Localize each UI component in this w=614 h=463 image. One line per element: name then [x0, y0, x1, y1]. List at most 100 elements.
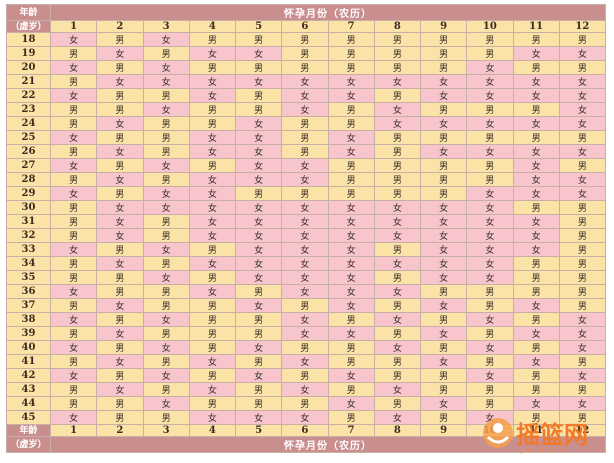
gender-cell: 女: [281, 88, 329, 103]
gender-cell: 女: [466, 368, 514, 383]
gender-cell: 男: [142, 88, 190, 103]
gender-cell: 女: [188, 172, 237, 187]
table-row: 21 男女女女女女女女女女女女: [6, 74, 607, 89]
gender-cell: 男: [558, 200, 607, 215]
gender-cell: 女: [234, 158, 283, 173]
age-header-sublabel: （虚岁）: [10, 21, 47, 32]
age-cell: 39: [6, 326, 51, 341]
gender-cell: 男: [281, 46, 329, 61]
gender-cell: 女: [419, 74, 468, 89]
table-row: 31 男女男女女女女女女女女男: [6, 214, 607, 229]
gender-cell: 女: [512, 214, 560, 229]
gender-cell: 女: [419, 116, 468, 131]
table-row: 34 男女男女女女女女女女男男: [6, 256, 607, 271]
gender-cell: 男: [327, 60, 375, 75]
gender-cell: 女: [49, 60, 98, 75]
gender-cell: 女: [49, 340, 98, 355]
gender-cell: 男: [512, 102, 560, 117]
gender-cell: 女: [188, 256, 237, 271]
gender-cell: 男: [234, 284, 283, 299]
age-header-label: 年龄: [19, 7, 38, 18]
footer-month-1: 1: [49, 424, 98, 437]
gender-cell: 女: [96, 298, 144, 313]
table-row: 38 女男女男男女男女男女男女: [6, 312, 607, 327]
gender-cell: 男: [466, 382, 514, 397]
gender-cell: 女: [558, 116, 607, 131]
gender-cell: 女: [373, 256, 422, 271]
gender-cell: 男: [373, 396, 422, 411]
gender-cell: 女: [512, 186, 560, 201]
age-header-cell: 年龄: [6, 4, 51, 21]
gender-cell: 女: [234, 256, 283, 271]
table-row: 36 女男男女男女女女男男男男: [6, 284, 607, 299]
gender-cell: 女: [558, 102, 607, 117]
gender-cell: 女: [419, 354, 468, 369]
month-header-6: 6: [281, 20, 329, 33]
gender-cell: 男: [188, 368, 237, 383]
footer-month-3: 3: [142, 424, 190, 437]
gender-cell: 男: [49, 396, 98, 411]
age-cell: 24: [6, 116, 51, 131]
gender-cell: 男: [327, 32, 375, 47]
gender-cell: 女: [96, 382, 144, 397]
gender-cell: 女: [558, 88, 607, 103]
gender-cell: 女: [142, 340, 190, 355]
gender-cell: 女: [466, 74, 514, 89]
gender-cell: 男: [49, 46, 98, 61]
gender-cell: 男: [142, 284, 190, 299]
month-header-1: 1: [49, 20, 98, 33]
table-row: 27 女男女男女女男男男男女男: [6, 158, 607, 173]
gender-cell: 女: [234, 368, 283, 383]
footer-age-cell: 年龄: [6, 424, 51, 437]
gender-cell: 男: [512, 200, 560, 215]
gender-cell: 女: [373, 410, 422, 425]
gender-cell: 男: [281, 340, 329, 355]
age-cell: 30: [6, 200, 51, 215]
gender-cell: 女: [419, 256, 468, 271]
gender-cell: 女: [419, 242, 468, 257]
age-cell: 43: [6, 382, 51, 397]
gender-cell: 女: [188, 214, 237, 229]
gender-cell: 男: [373, 158, 422, 173]
gender-cell: 男: [512, 340, 560, 355]
gender-cell: 女: [142, 74, 190, 89]
gender-cell: 男: [466, 32, 514, 47]
table-row: 18 女男女男男男男男男男男男: [6, 32, 607, 47]
gender-cell: 女: [466, 200, 514, 215]
gender-cell: 女: [96, 144, 144, 159]
gender-cell: 女: [558, 74, 607, 89]
gender-cell: 女: [49, 284, 98, 299]
age-cell: 38: [6, 312, 51, 327]
month-header-3: 3: [142, 20, 190, 33]
gender-cell: 男: [188, 396, 237, 411]
gender-cell: 女: [49, 410, 98, 425]
gender-cell: 女: [188, 382, 237, 397]
gender-cell: 女: [512, 172, 560, 187]
footer-age-sub-cell: （虚岁）: [6, 436, 51, 453]
age-cell: 45: [6, 410, 51, 425]
gender-cell: 女: [558, 368, 607, 383]
gender-cell: 女: [142, 186, 190, 201]
gender-cell: 女: [373, 102, 422, 117]
table-row: 28 男女男女女女男男男男女女: [6, 172, 607, 187]
gender-cell: 女: [281, 228, 329, 243]
gender-cell: 女: [327, 74, 375, 89]
gender-cell: 女: [96, 116, 144, 131]
gender-cell: 女: [558, 340, 607, 355]
gender-cell: 男: [188, 60, 237, 75]
gender-cell: 女: [466, 340, 514, 355]
footer-month-2: 2: [96, 424, 144, 437]
gender-cell: 女: [49, 368, 98, 383]
gender-cell: 女: [188, 186, 237, 201]
gender-cell: 女: [234, 200, 283, 215]
gender-cell: 女: [512, 326, 560, 341]
gender-cell: 男: [466, 158, 514, 173]
table-row: 33 女男女男女女女男女女女男: [6, 242, 607, 257]
gender-cell: 女: [142, 60, 190, 75]
gender-cell: 男: [419, 368, 468, 383]
gender-cell: 男: [234, 354, 283, 369]
gender-cell: 男: [373, 270, 422, 285]
age-cell: 37: [6, 298, 51, 313]
month-header-10: 10: [466, 20, 514, 33]
gender-cell: 男: [188, 242, 237, 257]
